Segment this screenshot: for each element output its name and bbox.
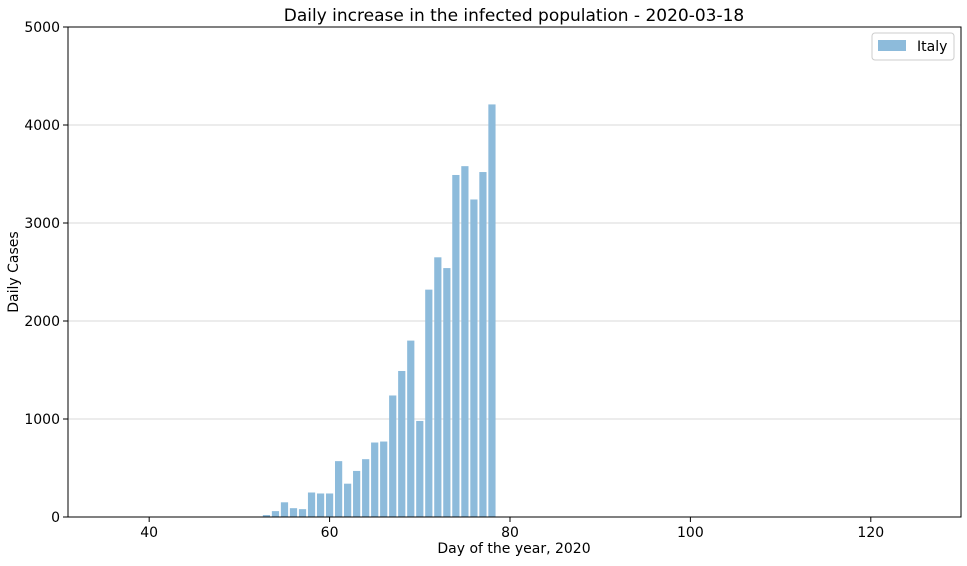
bar [488, 104, 496, 518]
grid-lines [68, 124, 961, 420]
bar [452, 174, 460, 518]
bar [371, 442, 379, 517]
bar [316, 493, 325, 517]
x-axis-ticks: 40 60 80 100 120 [140, 517, 884, 541]
bar [334, 461, 343, 517]
bar [307, 492, 316, 517]
bar [325, 493, 334, 517]
y-tick-label: 5000 [24, 20, 60, 36]
y-tick-label: 1000 [24, 412, 60, 428]
bars [262, 104, 496, 518]
y-axis-label: Daily Cases [6, 231, 22, 312]
y-tick-label: 2000 [24, 314, 60, 330]
x-tick-label: 120 [857, 525, 884, 541]
bar [353, 470, 361, 517]
bar [461, 166, 469, 517]
bar [407, 340, 415, 517]
bar [434, 257, 442, 517]
bar [443, 268, 451, 517]
bar [271, 511, 280, 517]
x-tick-label: 40 [140, 525, 158, 541]
bar [425, 289, 433, 517]
bar [416, 420, 424, 517]
bar [398, 370, 406, 517]
y-tick-label: 0 [51, 510, 60, 526]
y-tick-label: 4000 [24, 118, 60, 134]
y-axis-ticks: 0 1000 2000 3000 4000 5000 [24, 20, 68, 526]
bar [344, 483, 352, 517]
chart-title: Daily increase in the infected populatio… [284, 6, 745, 26]
bar [479, 172, 487, 518]
bar [289, 508, 298, 517]
x-tick-label: 80 [501, 525, 519, 541]
legend: Italy [871, 32, 955, 61]
x-axis-label: Day of the year, 2020 [437, 541, 590, 557]
plot-frame [67, 26, 962, 518]
legend-label: Italy [917, 39, 947, 55]
bar [298, 509, 307, 517]
bar [280, 502, 289, 517]
bar [389, 395, 397, 517]
legend-swatch [878, 40, 906, 51]
legend-box [871, 32, 955, 61]
bar [380, 441, 388, 517]
x-tick-label: 100 [677, 525, 704, 541]
bar [262, 515, 271, 517]
x-tick-label: 60 [321, 525, 339, 541]
bar [362, 459, 370, 517]
bar [470, 199, 478, 518]
y-tick-label: 3000 [24, 216, 60, 232]
